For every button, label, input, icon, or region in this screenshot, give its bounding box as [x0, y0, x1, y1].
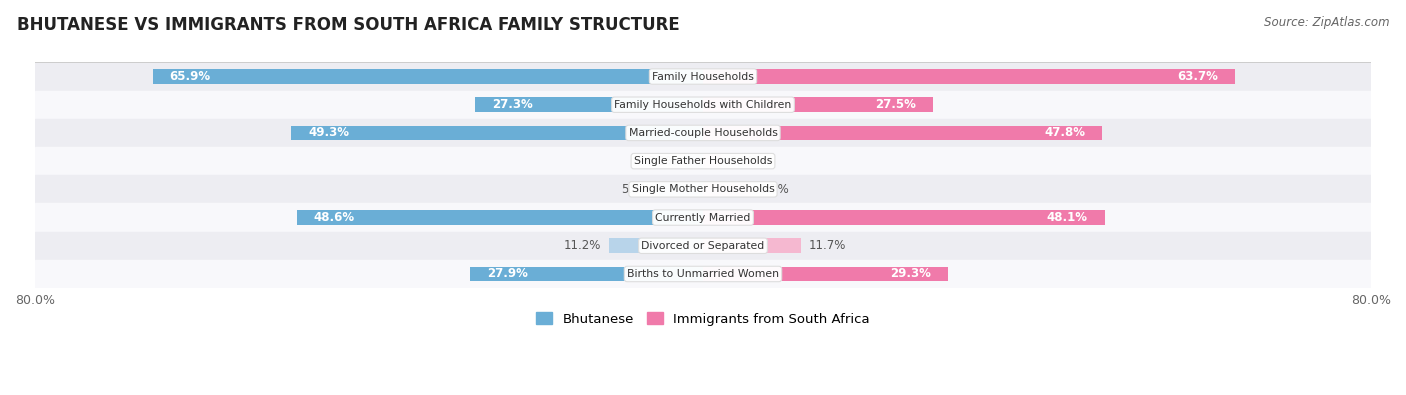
Bar	[35, 203, 1371, 231]
Bar	[659, 182, 703, 197]
Bar	[35, 119, 1371, 147]
Text: 48.1%: 48.1%	[1047, 211, 1088, 224]
Bar	[297, 210, 703, 225]
Text: 47.8%: 47.8%	[1045, 126, 1085, 139]
Bar	[703, 98, 932, 112]
Text: Family Households with Children: Family Households with Children	[614, 100, 792, 110]
Text: 2.1%: 2.1%	[728, 154, 759, 167]
Bar	[703, 69, 1234, 84]
Text: Births to Unmarried Women: Births to Unmarried Women	[627, 269, 779, 279]
Text: 49.3%: 49.3%	[308, 126, 349, 139]
Text: 29.3%: 29.3%	[890, 267, 931, 280]
Text: 27.5%: 27.5%	[875, 98, 915, 111]
Bar	[35, 62, 1371, 90]
Text: 11.7%: 11.7%	[808, 239, 846, 252]
Bar	[703, 210, 1105, 225]
Text: 65.9%: 65.9%	[170, 70, 211, 83]
Text: 27.9%: 27.9%	[486, 267, 527, 280]
Text: 63.7%: 63.7%	[1177, 70, 1218, 83]
Text: BHUTANESE VS IMMIGRANTS FROM SOUTH AFRICA FAMILY STRUCTURE: BHUTANESE VS IMMIGRANTS FROM SOUTH AFRIC…	[17, 16, 679, 34]
Legend: Bhutanese, Immigrants from South Africa: Bhutanese, Immigrants from South Africa	[530, 307, 876, 331]
Text: 5.7%: 5.7%	[759, 183, 789, 196]
Text: Family Households: Family Households	[652, 71, 754, 81]
Bar	[291, 126, 703, 140]
Text: 5.3%: 5.3%	[621, 183, 651, 196]
Bar	[35, 147, 1371, 175]
Text: 27.3%: 27.3%	[492, 98, 533, 111]
Bar	[470, 267, 703, 281]
Text: Single Father Households: Single Father Households	[634, 156, 772, 166]
Text: 2.1%: 2.1%	[647, 154, 678, 167]
Text: Currently Married: Currently Married	[655, 213, 751, 222]
Bar	[703, 182, 751, 197]
Bar	[35, 90, 1371, 119]
Text: 48.6%: 48.6%	[314, 211, 354, 224]
Text: 11.2%: 11.2%	[564, 239, 602, 252]
Text: Divorced or Separated: Divorced or Separated	[641, 241, 765, 251]
Bar	[35, 175, 1371, 203]
Bar	[703, 239, 800, 253]
Text: Single Mother Households: Single Mother Households	[631, 184, 775, 194]
Bar	[35, 231, 1371, 260]
Text: Source: ZipAtlas.com: Source: ZipAtlas.com	[1264, 16, 1389, 29]
Bar	[153, 69, 703, 84]
Bar	[703, 154, 720, 169]
Bar	[609, 239, 703, 253]
Bar	[703, 126, 1102, 140]
Bar	[35, 260, 1371, 288]
Text: Married-couple Households: Married-couple Households	[628, 128, 778, 138]
Bar	[703, 267, 948, 281]
Bar	[475, 98, 703, 112]
Bar	[686, 154, 703, 169]
